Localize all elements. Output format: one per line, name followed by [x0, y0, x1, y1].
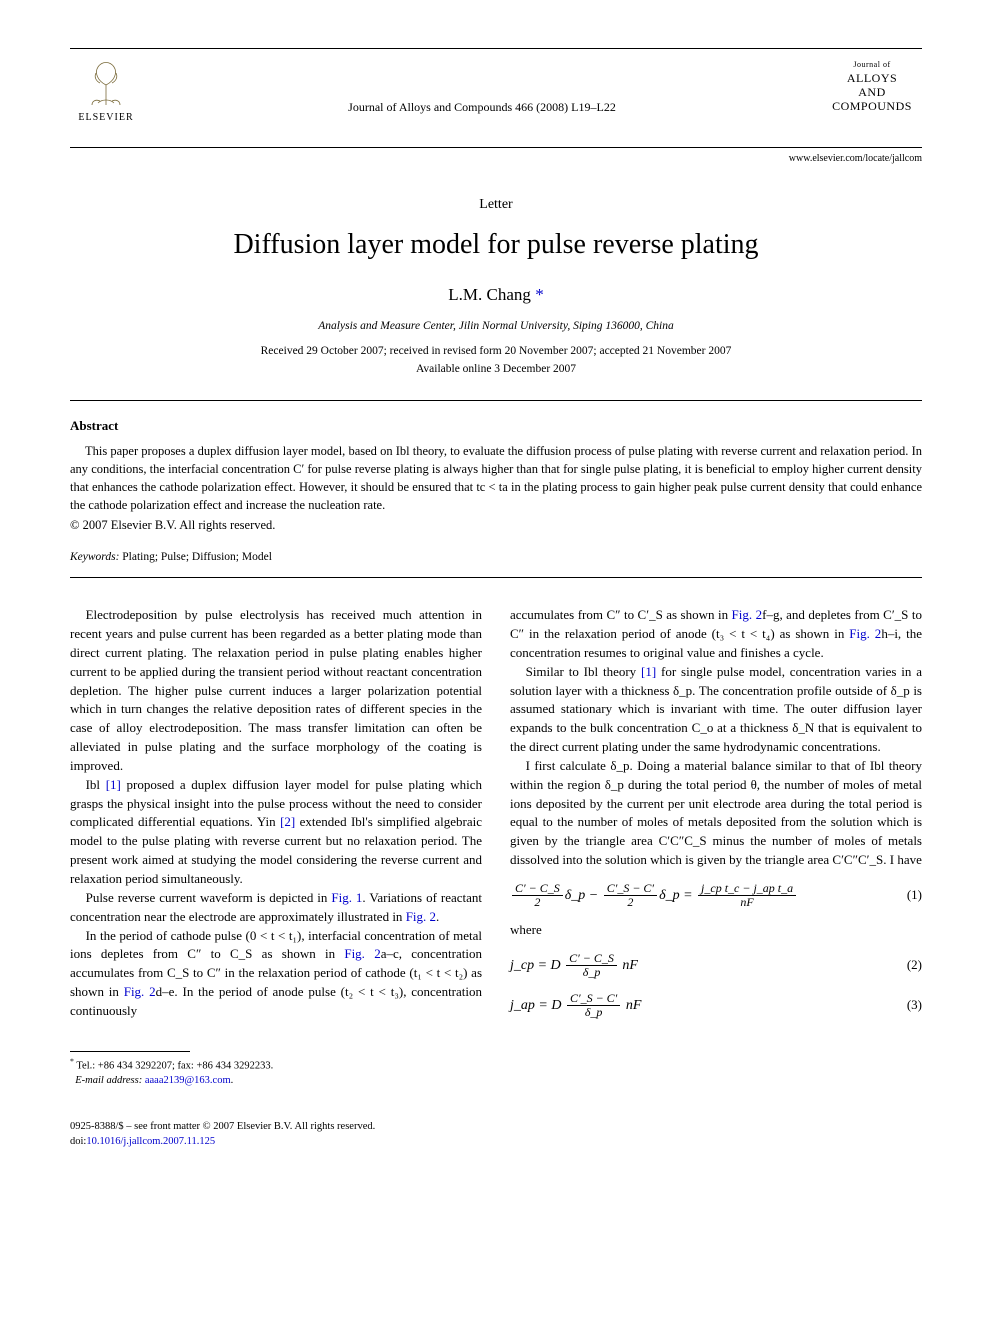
figure-link[interactable]: Fig. 2 [849, 626, 881, 641]
eq-den: δ_p [567, 1006, 620, 1019]
left-column: Electrodeposition by pulse electrolysis … [70, 606, 482, 1089]
text-run: . [436, 909, 439, 924]
rule-bottom [70, 577, 922, 578]
author-name: L.M. Chang [448, 285, 531, 304]
body-para: Pulse reverse current waveform is depict… [70, 889, 482, 927]
locate-url: www.elsevier.com/locate/jallcom [70, 152, 922, 167]
eq-den: δ_p [566, 966, 617, 979]
journal-logo-name2: AND COMPOUNDS [822, 85, 922, 114]
eq-num: j_cp t_c − j_ap t_a [698, 882, 796, 896]
text-run: Ibl [86, 777, 106, 792]
email-label: E-mail address: [75, 1075, 142, 1086]
journal-logo: Journal of ALLOYS AND COMPOUNDS [822, 49, 922, 114]
eq-num: C′ − C_S [566, 952, 617, 966]
footer-line1: 0925-8388/$ – see front matter © 2007 El… [70, 1121, 375, 1132]
email-suffix: . [231, 1075, 234, 1086]
text-run: accumulates from C″ to C′_S as shown in [510, 607, 732, 622]
eq-text: δ_p = [659, 888, 692, 903]
header-row: ELSEVIER Journal of Alloys and Compounds… [70, 48, 922, 148]
keywords-list: Plating; Pulse; Diffusion; Model [122, 551, 272, 563]
footnote-marker: * [70, 1057, 74, 1066]
equation-3: j_ap = D C′_S − C′δ_p nF (3) [510, 992, 922, 1019]
equation-body: j_ap = D C′_S − C′δ_p nF [510, 992, 641, 1019]
doi-label: doi: [70, 1136, 86, 1147]
body-para: accumulates from C″ to C′_S as shown in … [510, 606, 922, 663]
body-para: In the period of cathode pulse (0 < t < … [70, 927, 482, 1021]
body-para: Similar to Ibl theory [1] for single pul… [510, 663, 922, 757]
abstract-copyright: © 2007 Elsevier B.V. All rights reserved… [70, 516, 922, 534]
text-run: Pulse reverse current waveform is depict… [86, 890, 332, 905]
elsevier-tree-icon [78, 55, 134, 111]
citation-link[interactable]: [2] [280, 814, 295, 829]
citation-link[interactable]: [1] [106, 777, 121, 792]
equation-1: C′ − C_S2δ_p − C′_S − C′2δ_p = j_cp t_c … [510, 882, 922, 909]
right-column: accumulates from C″ to C′_S as shown in … [510, 606, 922, 1089]
footer: 0925-8388/$ – see front matter © 2007 El… [70, 1119, 922, 1149]
eq-num: C′_S − C′ [604, 882, 657, 896]
text-run: Similar to Ibl theory [526, 664, 641, 679]
eq-den: nF [698, 896, 796, 909]
footnote: * Tel.: +86 434 3292207; fax: +86 434 32… [70, 1056, 482, 1089]
affiliation: Analysis and Measure Center, Jilin Norma… [70, 318, 922, 335]
equation-2: j_cp = D C′ − C_Sδ_p nF (2) [510, 952, 922, 979]
figure-link[interactable]: Fig. 2 [406, 909, 436, 924]
rule-top [70, 400, 922, 401]
equation-body: C′ − C_S2δ_p − C′_S − C′2δ_p = j_cp t_c … [510, 882, 798, 909]
page: ELSEVIER Journal of Alloys and Compounds… [0, 0, 992, 1189]
eq-text: j_cp = D [510, 958, 561, 973]
journal-header-line: Journal of Alloys and Compounds 466 (200… [142, 79, 822, 116]
figure-link[interactable]: Fig. 1 [331, 890, 362, 905]
footnote-tel: Tel.: +86 434 3292207; fax: +86 434 3292… [76, 1060, 273, 1071]
equation-number: (2) [907, 956, 922, 975]
eq-num: C′_S − C′ [567, 992, 620, 1006]
equation-number: (1) [907, 886, 922, 905]
email-link[interactable]: aaaa2139@163.com [145, 1075, 231, 1086]
footnote-rule [70, 1051, 190, 1052]
figure-link[interactable]: Fig. 2 [124, 984, 156, 999]
article-title: Diffusion layer model for pulse reverse … [70, 225, 922, 266]
eq-den: 2 [512, 896, 563, 909]
eq-den: 2 [604, 896, 657, 909]
equation-body: j_cp = D C′ − C_Sδ_p nF [510, 952, 638, 979]
body-para: I first calculate δ_p. Doing a material … [510, 757, 922, 870]
article-type: Letter [70, 195, 922, 215]
journal-logo-top: Journal of [822, 59, 922, 71]
publisher-name: ELSEVIER [78, 111, 133, 126]
figure-link[interactable]: Fig. 2 [732, 607, 763, 622]
doi-link[interactable]: 10.1016/j.jallcom.2007.11.125 [86, 1136, 215, 1147]
journal-logo-name1: ALLOYS [822, 71, 922, 85]
body-para: Ibl [1] proposed a duplex diffusion laye… [70, 776, 482, 889]
eq-text: nF [622, 958, 638, 973]
eq-num: C′ − C_S [512, 882, 563, 896]
author-line: L.M. Chang * [70, 283, 922, 308]
citation-link[interactable]: [1] [641, 664, 656, 679]
body-para: Electrodeposition by pulse electrolysis … [70, 606, 482, 776]
keywords: Keywords: Plating; Pulse; Diffusion; Mod… [70, 549, 922, 566]
dates: Received 29 October 2007; received in re… [70, 343, 922, 360]
body-columns: Electrodeposition by pulse electrolysis … [70, 606, 922, 1089]
publisher-logo: ELSEVIER [70, 49, 142, 129]
eq-text: δ_p − [565, 888, 598, 903]
author-marker[interactable]: * [535, 285, 544, 304]
available-online: Available online 3 December 2007 [70, 361, 922, 378]
abstract-heading: Abstract [70, 417, 922, 436]
where-label: where [510, 921, 922, 940]
figure-link[interactable]: Fig. 2 [344, 946, 380, 961]
equation-number: (3) [907, 996, 922, 1015]
keywords-label: Keywords: [70, 551, 119, 563]
abstract-text: This paper proposes a duplex diffusion l… [70, 442, 922, 515]
eq-text: nF [626, 998, 642, 1013]
eq-text: j_ap = D [510, 998, 561, 1013]
